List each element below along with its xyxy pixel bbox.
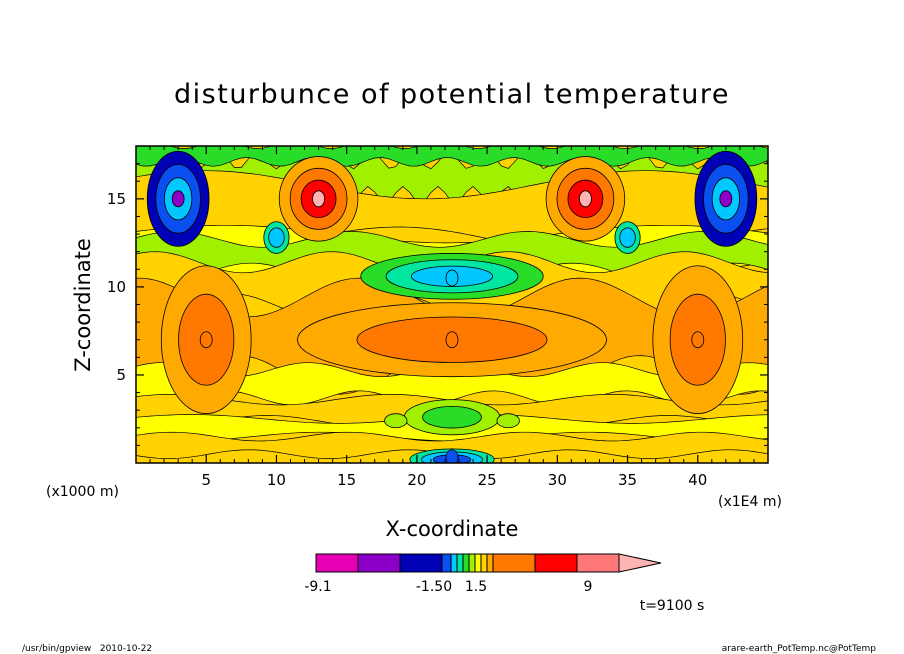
colorbar-tick-label: 1.5 <box>465 579 487 595</box>
colorbar-swatch <box>468 553 476 573</box>
y-axis-label: Z-coordinate <box>71 238 95 372</box>
x-tick-label: 20 <box>407 471 426 489</box>
colorbar: -9.1 -1.50 1.5 9 <box>304 553 662 595</box>
colorbar-swatch <box>462 553 470 573</box>
colorbar-swatch <box>441 553 452 573</box>
colorbar-tick-label: 9 <box>584 579 593 595</box>
contour-cell <box>268 227 285 248</box>
x-tick-label: 40 <box>688 471 707 489</box>
feature-cell <box>199 331 213 349</box>
x-unit-label: (x1E4 m) <box>718 494 782 510</box>
colorbar-swatch <box>576 553 620 573</box>
contour-field <box>136 146 768 463</box>
x-tick-label: 5 <box>201 471 211 489</box>
chart-title: disturbunce of potential temperature <box>174 79 730 110</box>
footer-left: /usr/bin/gpview 2010-10-22 <box>22 644 152 654</box>
plot-area <box>135 145 769 464</box>
feature-cell <box>445 449 459 463</box>
contour-cell <box>384 413 408 429</box>
colorbar-swatch <box>486 553 494 573</box>
x-tick-label: 35 <box>618 471 637 489</box>
colorbar-arrow <box>618 553 662 573</box>
y-tick-label: 10 <box>107 278 126 296</box>
feature-cell <box>445 269 459 287</box>
x-tick-label: 25 <box>478 471 497 489</box>
colorbar-tick-label: -9.1 <box>304 579 331 595</box>
y-unit-label: (x1000 m) <box>46 484 119 500</box>
contour-band <box>136 362 768 406</box>
contour-band <box>136 431 768 459</box>
colorbar-tick-label: -1.50 <box>416 579 452 595</box>
x-tick-label: 15 <box>337 471 356 489</box>
colorbar-swatch <box>480 553 488 573</box>
x-tick-label: 30 <box>548 471 567 489</box>
contour-cell <box>496 413 520 429</box>
feature-cell <box>171 190 185 208</box>
axes: 5 10 15 20 25 30 35 40 5 10 15 <box>107 146 768 489</box>
colorbar-swatch <box>534 553 578 573</box>
feature-cell <box>445 331 459 349</box>
colorbar-swatch <box>450 553 458 573</box>
colorbar-swatch <box>492 553 536 573</box>
footer-right: arare-earth_PotTemp.nc@PotTemp <box>722 644 877 654</box>
colorbar-swatch <box>357 553 401 573</box>
colorbar-swatch <box>474 553 482 573</box>
y-tick-label: 5 <box>116 366 126 384</box>
feature-cell <box>691 331 705 349</box>
colorbar-swatch <box>315 553 359 573</box>
feature-cell <box>719 190 733 208</box>
feature-cell <box>579 190 592 208</box>
contour-cell <box>422 405 482 429</box>
y-tick-label: 15 <box>107 190 126 208</box>
colorbar-swatch <box>399 553 443 573</box>
time-label: t=9100 s <box>640 598 705 614</box>
x-tick-label: 10 <box>267 471 286 489</box>
contour-cell <box>619 227 636 248</box>
x-axis-label: X-coordinate <box>386 517 519 541</box>
feature-cell <box>312 190 325 208</box>
colorbar-swatch <box>456 553 464 573</box>
